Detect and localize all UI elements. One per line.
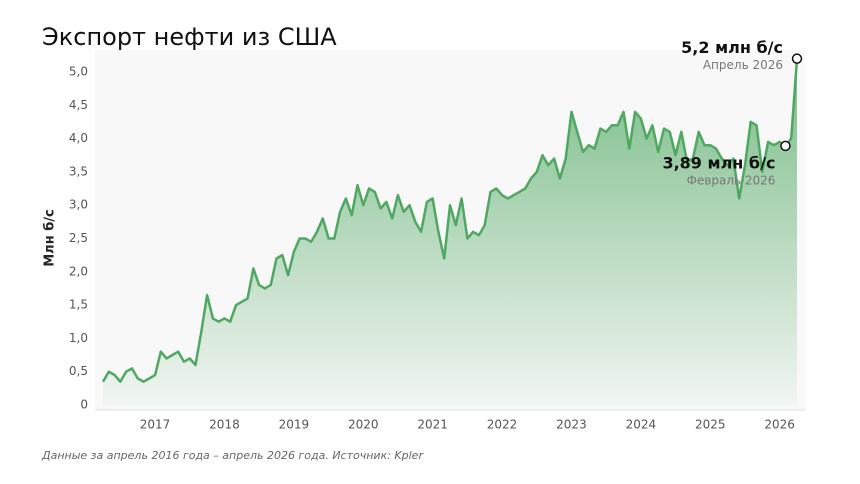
chart-title: Экспорт нефти из США [42,23,337,51]
x-tick-label: 2023 [556,418,587,432]
y-tick-label: 2,0 [69,264,88,278]
annotation-value: 5,2 млн б/с [681,38,783,57]
x-tick-label: 2019 [279,418,310,432]
x-tick-label: 2018 [209,418,240,432]
y-axis-label: Млн б/с [43,209,58,267]
annotation-date: Февраль 2026 [687,173,776,187]
line [101,58,799,383]
x-tick-label: 2025 [695,418,726,432]
annotation-point [780,140,791,152]
y-tick-label: 1,5 [69,298,88,312]
x-tick-label: 2017 [140,418,171,432]
y-tick-label: 0,5 [69,364,88,378]
y-tick-label: 0 [80,398,88,412]
y-tick-label: 5,0 [69,64,88,78]
annotation-value: 3,89 млн б/с [662,153,775,172]
y-tick-label: 3,5 [69,164,88,178]
y-tick-label: 2,5 [69,231,88,245]
x-tick-label: 2020 [348,418,379,432]
annotation-date: Апрель 2026 [703,58,783,72]
x-tick-label: 2026 [764,418,795,432]
y-tick-label: 4,5 [69,98,88,112]
y-tick-label: 3,0 [69,198,88,212]
x-tick-label: 2022 [487,418,518,432]
annotation-point [791,53,803,64]
x-tick-label: 2021 [417,418,448,432]
x-tick-label: 2024 [626,418,657,432]
y-tick-label: 4,0 [69,131,88,145]
area [103,58,797,405]
y-tick-label: 1,0 [69,331,88,345]
footnote: Данные за апрель 2016 года – апрель 2026… [41,449,424,462]
